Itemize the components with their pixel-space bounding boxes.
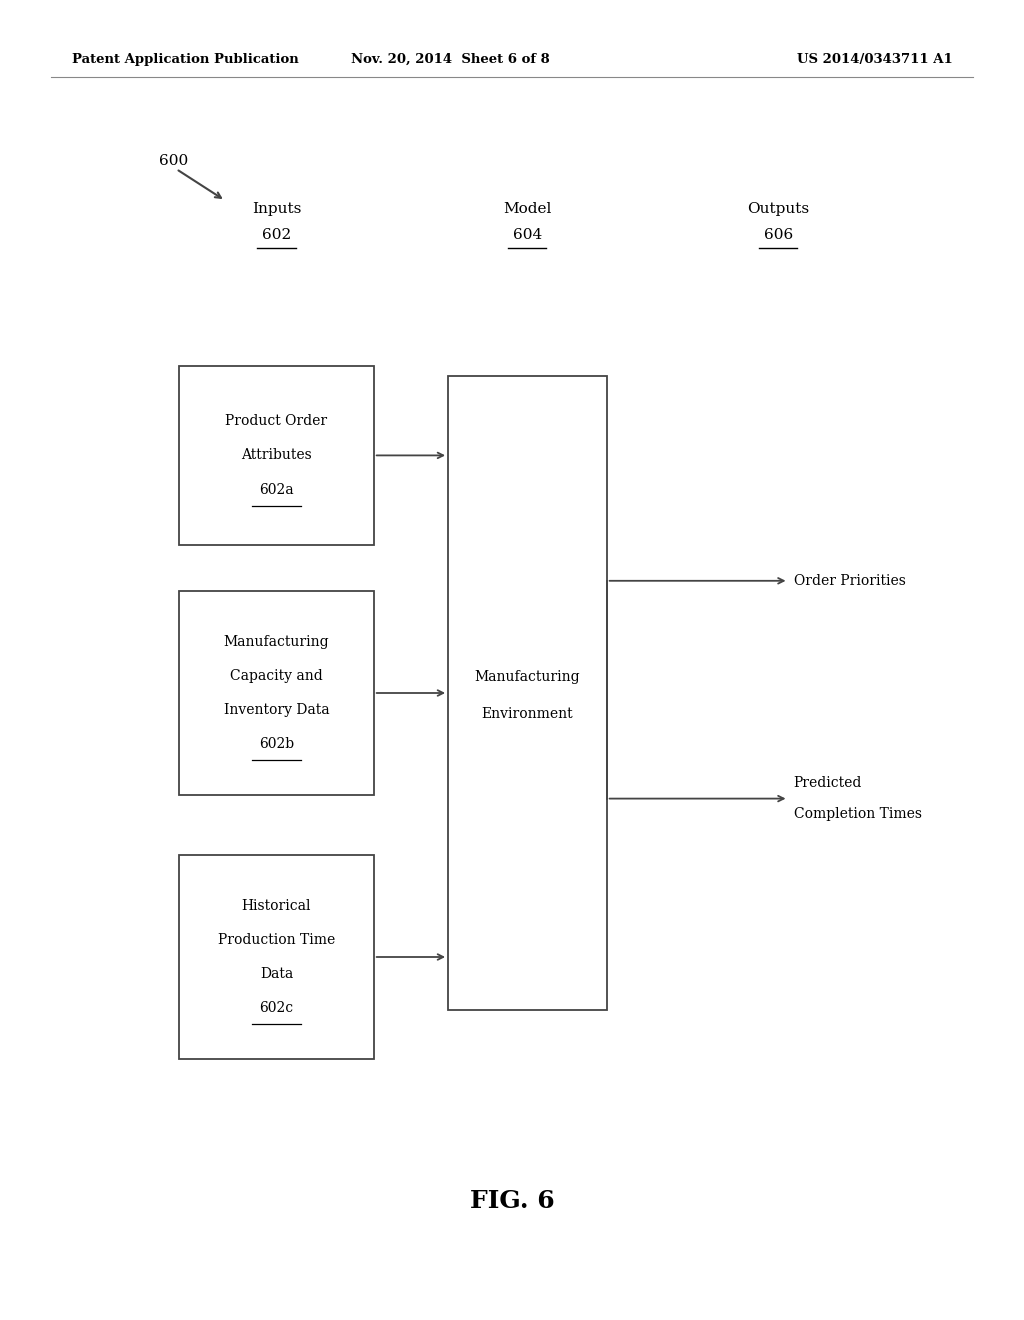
- Text: Order Priorities: Order Priorities: [794, 574, 905, 587]
- Text: Inputs: Inputs: [252, 202, 301, 215]
- FancyBboxPatch shape: [179, 855, 374, 1059]
- Text: Outputs: Outputs: [748, 202, 809, 215]
- Text: Manufacturing: Manufacturing: [474, 671, 581, 684]
- Text: 606: 606: [764, 228, 793, 242]
- Text: 600: 600: [159, 154, 188, 168]
- Text: Product Order: Product Order: [225, 414, 328, 428]
- Text: Model: Model: [503, 202, 552, 215]
- Text: Attributes: Attributes: [241, 449, 312, 462]
- Text: Environment: Environment: [481, 708, 573, 721]
- Text: Predicted: Predicted: [794, 776, 862, 789]
- FancyBboxPatch shape: [179, 366, 374, 544]
- FancyBboxPatch shape: [449, 376, 606, 1010]
- Text: Completion Times: Completion Times: [794, 808, 922, 821]
- Text: Data: Data: [260, 968, 293, 981]
- Text: 602: 602: [262, 228, 291, 242]
- Text: 602a: 602a: [259, 483, 294, 496]
- Text: FIG. 6: FIG. 6: [470, 1189, 554, 1213]
- Text: Manufacturing: Manufacturing: [223, 635, 330, 648]
- Text: Capacity and: Capacity and: [230, 669, 323, 682]
- Text: Patent Application Publication: Patent Application Publication: [72, 53, 298, 66]
- Text: Nov. 20, 2014  Sheet 6 of 8: Nov. 20, 2014 Sheet 6 of 8: [351, 53, 550, 66]
- Text: Inventory Data: Inventory Data: [223, 704, 330, 717]
- Text: Production Time: Production Time: [218, 933, 335, 946]
- Text: 602b: 602b: [259, 738, 294, 751]
- Text: US 2014/0343711 A1: US 2014/0343711 A1: [797, 53, 952, 66]
- Text: 602c: 602c: [259, 1002, 294, 1015]
- Text: 604: 604: [513, 228, 542, 242]
- Text: Historical: Historical: [242, 899, 311, 912]
- FancyBboxPatch shape: [179, 591, 374, 795]
